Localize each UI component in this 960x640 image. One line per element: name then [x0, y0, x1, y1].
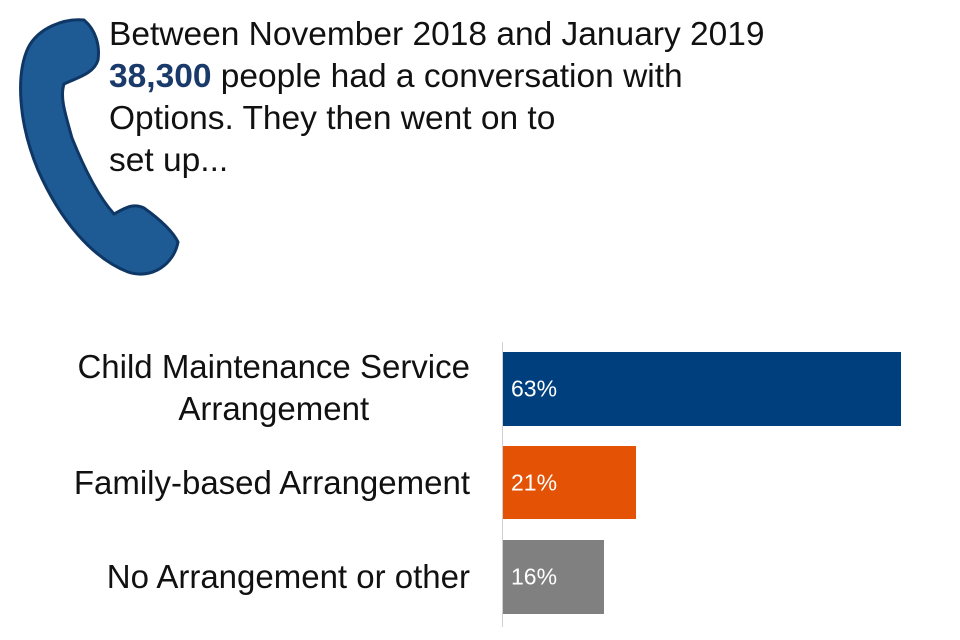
intro-line-4: set up...	[109, 142, 229, 179]
bar-value-label: 21%	[511, 469, 558, 495]
category-label-no-arrangement-or-other: No Arrangement or other	[107, 556, 470, 598]
bar-family-based-arrangement: 21%	[503, 446, 636, 519]
intro-line-3: Options. They then went on to	[109, 100, 556, 137]
category-label-family-based-arrangement: Family-based Arrangement	[74, 462, 470, 504]
intro-line-2-rest: people had a conversation with	[211, 58, 683, 95]
phone-icon	[19, 18, 180, 276]
bar-value-label: 16%	[511, 563, 558, 590]
bar-no-arrangement-or-other: 16%	[503, 540, 604, 614]
intro-text: Between November 2018 and January 2019 3…	[109, 14, 869, 182]
category-label-line: Child Maintenance Service	[77, 348, 470, 385]
category-label-line: Arrangement	[178, 390, 370, 427]
bar-value-label: 63%	[511, 375, 558, 402]
intro-line-2: 38,300 people had a conversation with	[109, 56, 869, 98]
category-label-line: No Arrangement or other	[106, 558, 470, 595]
category-axis-line	[502, 342, 503, 627]
intro-line-1: Between November 2018 and January 2019	[109, 16, 765, 53]
conversation-count: 38,300	[109, 58, 212, 95]
bar-child-maintenance-service-arrangement: 63%	[503, 352, 901, 426]
category-label-line: Family-based Arrangement	[73, 464, 470, 501]
category-label-child-maintenance-service-arrangement: Child Maintenance Service Arrangement	[77, 346, 470, 430]
